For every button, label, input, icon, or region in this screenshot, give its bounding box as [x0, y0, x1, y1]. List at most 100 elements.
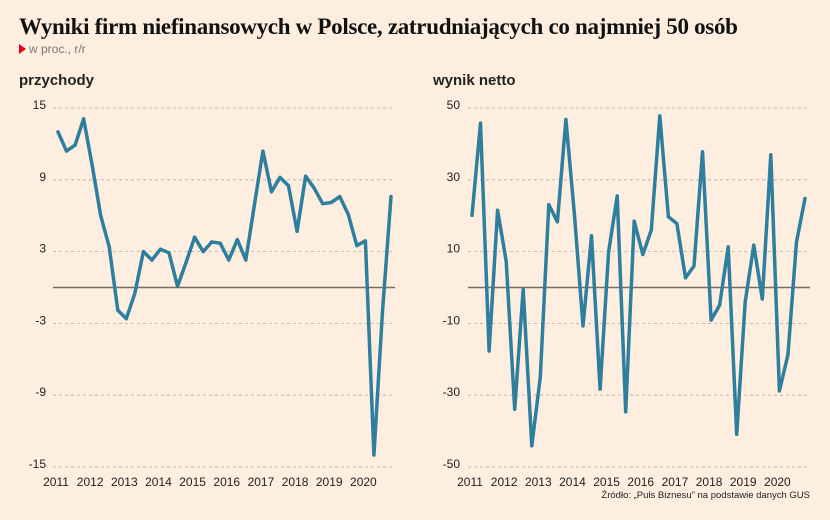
data-point [133, 291, 137, 296]
x-tick-label: 2018 [696, 475, 723, 489]
data-point [235, 238, 239, 242]
data-point [346, 212, 350, 217]
data-point [227, 258, 231, 262]
x-tick-label: 2015 [179, 475, 206, 489]
data-point [175, 284, 180, 288]
data-point [735, 432, 739, 436]
x-tick-label: 2012 [491, 475, 518, 489]
y-tick-label: -9 [35, 385, 46, 399]
panel-title-przychody: przychody [19, 72, 95, 89]
data-point [150, 258, 154, 262]
data-point [372, 453, 376, 457]
x-tick-label: 2019 [730, 475, 757, 489]
data-point [124, 317, 128, 321]
x-tick-label: 2011 [43, 475, 69, 489]
data-point [760, 297, 764, 301]
data-point [598, 387, 602, 391]
data-point [641, 252, 645, 257]
data-point [589, 234, 594, 238]
data-point [487, 349, 491, 353]
data-point [538, 375, 542, 379]
data-point [504, 259, 508, 263]
y-tick-label: -15 [29, 457, 47, 471]
data-point [82, 117, 86, 121]
data-point [107, 245, 111, 249]
x-tick-label: 2019 [316, 475, 343, 489]
data-point [632, 219, 636, 223]
data-point [513, 407, 517, 411]
data-point [572, 213, 577, 217]
data-point [210, 240, 214, 244]
source-note: Źródło: „Puls Biznesu” na podstawie dany… [601, 490, 810, 501]
data-point [658, 114, 662, 118]
data-point [167, 251, 171, 255]
y-tick-label: 10 [447, 242, 461, 256]
data-point [261, 149, 265, 153]
data-point [90, 163, 94, 168]
data-point [304, 174, 308, 178]
y-tick-label: -10 [443, 313, 461, 327]
data-point [786, 353, 790, 357]
x-tick-label: 2016 [627, 475, 654, 489]
series-line [56, 117, 393, 457]
data-point [478, 121, 483, 125]
y-tick-label: 50 [447, 98, 461, 112]
data-point [355, 244, 359, 248]
y-tick-label: 3 [39, 242, 46, 256]
data-point [141, 250, 145, 254]
x-tick-label: 2018 [282, 475, 309, 489]
data-point [683, 276, 688, 280]
data-point [496, 208, 500, 212]
y-tick-label: -3 [35, 313, 46, 327]
data-point [743, 300, 747, 304]
data-point [380, 309, 385, 314]
data-point [777, 389, 781, 393]
x-tick-label: 2017 [248, 475, 275, 489]
data-point [718, 303, 722, 307]
x-tick-label: 2015 [593, 475, 620, 489]
data-point [700, 150, 705, 154]
x-tick-label: 2020 [350, 475, 377, 489]
data-point [64, 149, 69, 153]
data-point [269, 190, 274, 194]
data-point [193, 235, 197, 239]
data-point [389, 194, 393, 199]
x-tick-label: 2020 [764, 475, 791, 489]
data-point [607, 250, 611, 254]
y-tick-label: 15 [33, 98, 47, 112]
data-point [769, 153, 773, 157]
data-point [252, 203, 256, 207]
data-point [666, 215, 670, 219]
data-point [649, 228, 653, 232]
y-tick-label: -30 [443, 385, 461, 399]
data-point [201, 250, 205, 254]
data-point [295, 229, 299, 233]
x-tick-label: 2014 [145, 475, 172, 489]
data-point [312, 186, 316, 190]
data-point [547, 202, 551, 207]
chart-title: Wyniki firm niefinansowych w Polsce, zat… [19, 14, 738, 39]
data-point [752, 243, 756, 247]
data-point [615, 194, 619, 198]
data-point [73, 143, 77, 147]
data-point [99, 214, 103, 218]
x-tick-label: 2011 [457, 475, 483, 489]
data-point [675, 221, 679, 226]
data-point [184, 260, 188, 264]
data-point [278, 175, 282, 180]
data-point [692, 264, 696, 268]
x-tick-label: 2013 [111, 475, 138, 489]
data-point [794, 240, 799, 244]
x-tick-label: 2012 [77, 475, 104, 489]
data-point [521, 287, 525, 291]
data-point [555, 220, 559, 224]
data-point [726, 245, 730, 249]
data-point [218, 241, 222, 245]
data-point [338, 194, 342, 199]
data-point [624, 410, 628, 414]
data-point [321, 202, 325, 206]
data-point [530, 444, 534, 448]
triangle-marker-icon [19, 44, 26, 54]
data-point [56, 130, 60, 134]
subtitle-text: w proc., r/r [29, 42, 86, 56]
